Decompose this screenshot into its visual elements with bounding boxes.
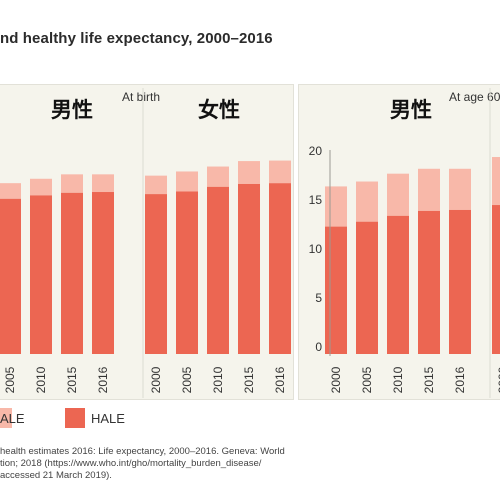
bar-hale-0-0-2 <box>30 195 52 354</box>
y-tick-label-1-4: 20 <box>309 144 323 158</box>
legend-swatch-le <box>0 408 12 428</box>
bar-le-0-0-1 <box>0 183 21 199</box>
bar-hale-0-0-4 <box>92 192 114 354</box>
x-tick-label-1-0-3: 2015 <box>422 366 436 393</box>
x-tick-label-0-0-2: 2010 <box>34 366 48 393</box>
bar-le-0-1-3 <box>238 161 260 184</box>
legend-label-le: ALE <box>0 411 25 426</box>
x-tick-label-0-1-1: 2005 <box>180 366 194 393</box>
x-tick-label-0-1-3: 2015 <box>242 366 256 393</box>
bar-hale-0-0-1 <box>0 198 21 354</box>
bar-le-0-1-2 <box>207 166 229 187</box>
bar-hale-0-1-1 <box>176 191 198 354</box>
bar-le-1-0-0 <box>325 186 347 227</box>
bar-hale-1-0-2 <box>387 215 409 354</box>
legend: ALE HALE <box>0 404 500 430</box>
x-tick-label-0-1-4: 2016 <box>273 366 287 393</box>
x-tick-label-1-1-0: 2000 <box>496 366 500 393</box>
bar-le-0-0-4 <box>92 174 114 193</box>
y-tick-label-1-1: 5 <box>315 291 322 305</box>
x-tick-label-0-1-2: 2010 <box>211 366 225 393</box>
x-tick-label-0-0-1: 2005 <box>3 366 17 393</box>
y-tick-label-1-2: 10 <box>309 242 323 256</box>
bar-hale-0-1-4 <box>269 183 291 354</box>
x-tick-label-1-0-4: 2016 <box>453 366 467 393</box>
y-tick-label-1-3: 15 <box>309 193 323 207</box>
bar-hale-1-0-0 <box>325 226 347 354</box>
panel-label-0: At birth <box>122 90 160 104</box>
x-tick-label-0-1-0: 2000 <box>149 366 163 393</box>
bar-hale-0-1-2 <box>207 186 229 354</box>
x-tick-label-0-0-3: 2015 <box>65 366 79 393</box>
bar-hale-1-0-1 <box>356 221 378 354</box>
legend-label-hale: HALE <box>91 411 125 426</box>
group-label-0-0: 男性 <box>51 97 93 122</box>
group-label-1-0: 男性 <box>390 97 432 122</box>
bar-le-1-0-3 <box>418 168 440 211</box>
bar-le-1-0-2 <box>387 173 409 216</box>
bar-le-1-1-0 <box>492 157 500 206</box>
bar-le-0-0-3 <box>61 174 83 193</box>
panel-label-1: At age 60 <box>449 90 500 104</box>
chart-title: nd healthy life expectancy, 2000–2016 <box>0 30 273 47</box>
bar-hale-1-1-0 <box>492 205 500 354</box>
bar-le-1-0-1 <box>356 181 378 222</box>
legend-swatch-hale <box>65 408 85 428</box>
x-tick-label-1-0-2: 2010 <box>391 366 405 393</box>
bar-le-0-1-4 <box>269 160 291 184</box>
bar-hale-1-0-3 <box>418 210 440 354</box>
bar-hale-0-1-0 <box>145 194 167 354</box>
bar-hale-1-0-4 <box>449 209 471 354</box>
bar-le-1-0-4 <box>449 168 471 210</box>
x-tick-label-1-0-0: 2000 <box>329 366 343 393</box>
source-note: health estimates 2016: Life expectancy, … <box>0 446 285 481</box>
bar-le-0-0-2 <box>30 178 52 196</box>
bar-hale-0-1-3 <box>238 183 260 354</box>
group-label-0-1: 女性 <box>198 97 240 122</box>
x-tick-label-1-0-1: 2005 <box>360 366 374 393</box>
y-tick-label-1-0: 0 <box>315 340 322 354</box>
bar-hale-0-0-3 <box>61 192 83 354</box>
x-tick-label-0-0-4: 2016 <box>96 366 110 393</box>
bar-le-0-1-1 <box>176 171 198 192</box>
bar-le-0-1-0 <box>145 175 167 195</box>
